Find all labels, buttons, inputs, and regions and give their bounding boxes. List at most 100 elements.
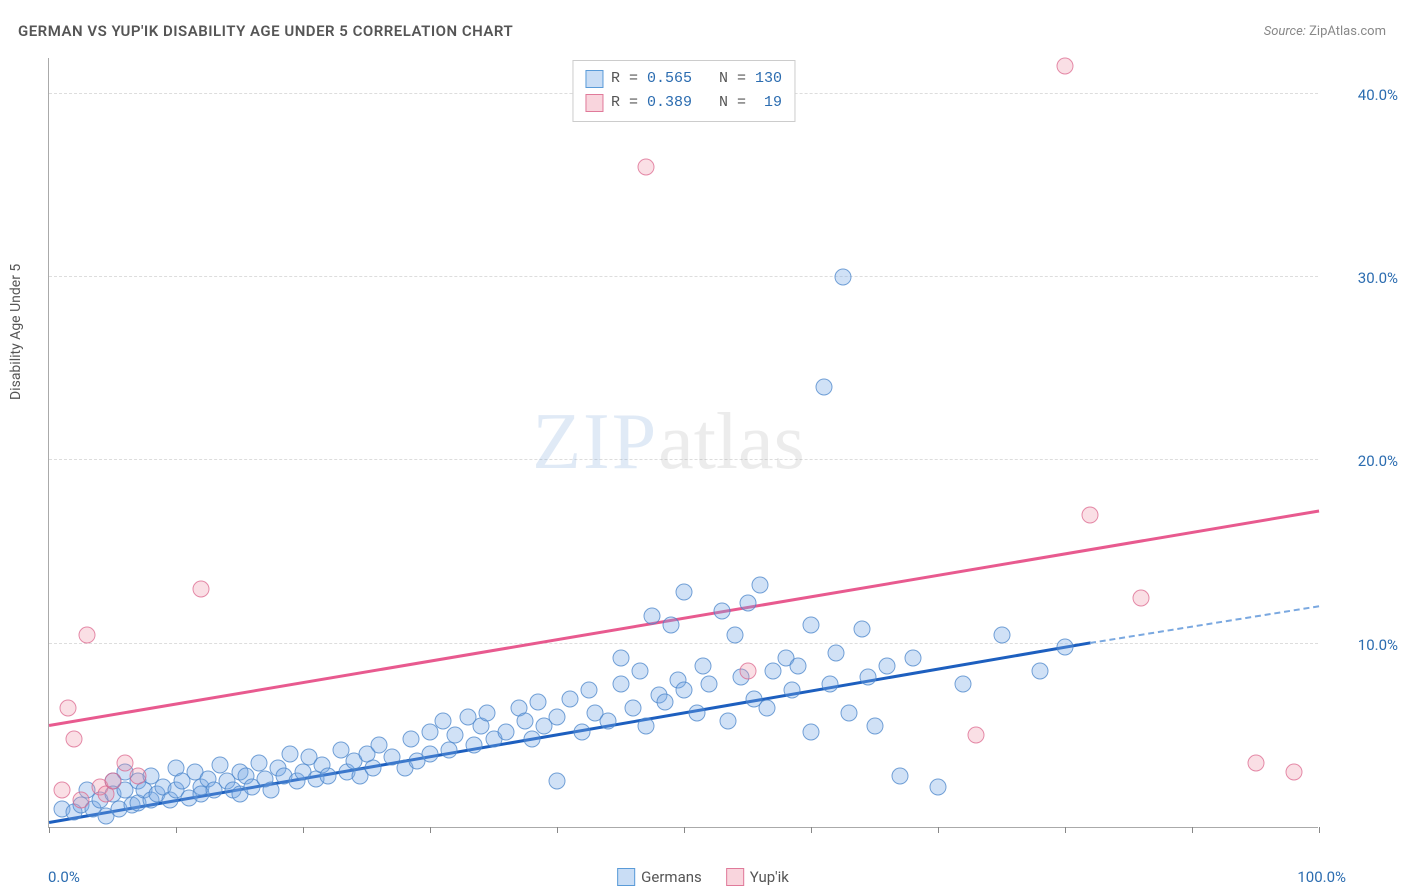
x-tick-mark [176,827,177,833]
data-point-germans [1031,663,1048,680]
data-point-germans [714,602,731,619]
data-point-germans [644,608,661,625]
data-point-germans [498,723,515,740]
data-point-yupik [53,782,70,799]
data-point-germans [790,657,807,674]
data-point-germans [422,745,439,762]
data-point-germans [930,778,947,795]
x-tick-mark [811,827,812,833]
data-point-germans [726,626,743,643]
stat-row-yupik: R = 0.389 N = 19 [585,91,782,115]
data-point-yupik [968,727,985,744]
data-point-germans [955,676,972,693]
data-point-germans [695,657,712,674]
data-point-germans [529,694,546,711]
data-point-germans [441,742,458,759]
data-point-germans [815,379,832,396]
data-point-germans [860,668,877,685]
data-point-yupik [1057,58,1074,75]
data-point-germans [612,650,629,667]
data-point-germans [612,676,629,693]
data-point-germans [625,699,642,716]
watermark-atlas: atlas [658,398,805,486]
gridline [49,276,1318,277]
x-tick-mark [303,827,304,833]
y-tick-label: 20.0% [1358,452,1398,470]
legend: Germans Yup'ik [617,868,789,886]
gridline [49,459,1318,460]
data-point-germans [676,584,693,601]
data-point-germans [561,690,578,707]
data-point-yupik [79,626,96,643]
data-point-yupik [129,767,146,784]
data-point-germans [637,718,654,735]
data-point-germans [866,718,883,735]
data-point-germans [758,699,775,716]
data-point-germans [1057,639,1074,656]
stat-r-germans: 0.565 [647,70,692,87]
data-point-yupik [1133,589,1150,606]
data-point-germans [364,760,381,777]
plot-area: ZIPatlas R = 0.565 N = 130 R = 0.389 N =… [48,58,1318,828]
data-point-germans [904,650,921,667]
trend-line [1090,605,1319,644]
x-tick-mark [684,827,685,833]
y-tick-label: 40.0% [1358,86,1398,104]
data-point-germans [447,727,464,744]
chart-title: GERMAN VS YUP'IK DISABILITY AGE UNDER 5 … [18,22,513,40]
data-point-germans [841,705,858,722]
x-tick-mark [49,827,50,833]
data-point-germans [212,756,229,773]
legend-label-germans: Germans [641,868,702,886]
data-point-yupik [66,731,83,748]
data-point-germans [739,595,756,612]
data-point-germans [580,681,597,698]
data-point-germans [701,676,718,693]
data-point-germans [263,782,280,799]
data-point-germans [517,712,534,729]
data-point-yupik [60,699,77,716]
data-point-yupik [1285,764,1302,781]
data-point-yupik [637,159,654,176]
stat-n-germans: 130 [755,70,782,87]
x-tick-mark [938,827,939,833]
data-point-germans [466,736,483,753]
data-point-germans [783,681,800,698]
data-point-germans [803,617,820,634]
data-point-germans [479,705,496,722]
data-point-germans [822,676,839,693]
x-tick-mark [1065,827,1066,833]
x-tick-mark [557,827,558,833]
legend-item-yupik: Yup'ik [726,868,789,886]
gridline [49,643,1318,644]
data-point-germans [764,663,781,680]
watermark-zip: ZIP [532,398,658,486]
data-point-yupik [193,580,210,597]
stat-r-yupik: 0.389 [647,94,692,111]
swatch-blue-icon [617,868,635,886]
data-point-yupik [72,791,89,808]
data-point-germans [834,269,851,286]
data-point-germans [993,626,1010,643]
data-point-germans [676,681,693,698]
x-tick-mark [1319,827,1320,833]
y-axis-label: Disability Age Under 5 [8,264,24,400]
x-tick-mark [430,827,431,833]
data-point-germans [752,577,769,594]
data-point-germans [663,617,680,634]
data-point-germans [402,731,419,748]
stat-row-germans: R = 0.565 N = 130 [585,67,782,91]
legend-label-yupik: Yup'ik [750,868,789,886]
data-point-germans [656,694,673,711]
data-point-yupik [739,663,756,680]
data-point-germans [720,712,737,729]
stat-n-yupik: 19 [764,94,782,111]
watermark: ZIPatlas [99,118,1238,767]
x-axis-min-label: 0.0% [48,868,80,886]
source-attribution: Source: ZipAtlas.com [1264,24,1386,39]
data-point-germans [282,745,299,762]
data-point-germans [688,705,705,722]
data-point-germans [631,663,648,680]
source-value: ZipAtlas.com [1309,24,1386,39]
data-point-yupik [1082,507,1099,524]
